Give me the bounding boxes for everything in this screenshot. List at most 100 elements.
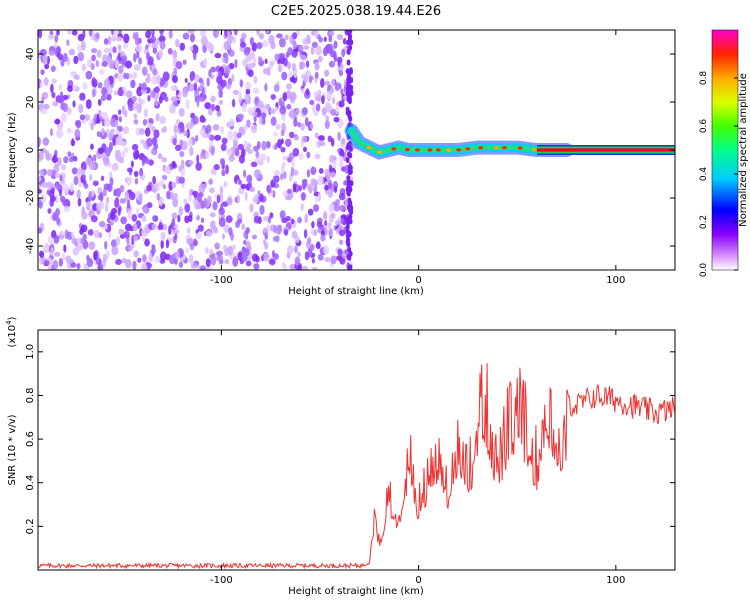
noise-speckle: [253, 215, 260, 224]
noise-speckle: [38, 137, 41, 147]
noise-speckle: [97, 147, 104, 155]
noise-speckle: [226, 197, 233, 206]
noise-speckle: [327, 135, 333, 143]
noise-speckle: [251, 111, 258, 118]
noise-speckle: [81, 174, 86, 180]
noise-speckle: [45, 150, 50, 160]
noise-speckle: [184, 77, 188, 84]
noise-speckle: [316, 241, 321, 250]
noise-speckle: [309, 122, 314, 130]
noise-speckle: [167, 47, 173, 55]
noise-speckle: [168, 225, 172, 235]
noise-speckle: [245, 240, 251, 251]
noise-speckle: [183, 198, 188, 205]
noise-edge-speckle: [345, 233, 350, 240]
noise-speckle: [329, 86, 335, 94]
noise-speckle: [54, 251, 61, 257]
noise-speckle: [226, 122, 230, 128]
noise-speckle: [54, 47, 59, 57]
noise-speckle: [237, 113, 245, 119]
noise-speckle: [44, 260, 50, 266]
noise-speckle: [286, 61, 292, 70]
noise-speckle: [133, 235, 139, 242]
noise-speckle: [316, 221, 323, 228]
noise-speckle: [301, 107, 308, 116]
noise-speckle: [177, 214, 181, 223]
noise-speckle: [89, 174, 93, 181]
noise-speckle: [118, 65, 124, 75]
noise-speckle: [49, 198, 54, 207]
noise-speckle: [186, 128, 190, 139]
noise-speckle: [158, 180, 165, 187]
noise-edge-speckle: [346, 151, 351, 158]
noise-speckle: [313, 204, 320, 212]
noise-speckle: [286, 103, 292, 110]
noise-speckle: [250, 161, 258, 168]
noise-speckle: [265, 103, 271, 110]
noise-speckle: [252, 234, 258, 240]
noise-speckle: [159, 40, 166, 50]
noise-speckle: [336, 255, 342, 261]
noise-speckle: [174, 144, 182, 152]
noise-speckle: [133, 113, 138, 119]
noise-speckle: [155, 74, 161, 84]
noise-speckle: [297, 216, 302, 224]
noise-speckle: [329, 155, 334, 163]
noise-speckle: [108, 132, 113, 142]
noise-speckle: [199, 128, 205, 136]
noise-speckle: [125, 90, 133, 99]
noise-speckle: [101, 127, 105, 136]
noise-speckle: [340, 88, 344, 96]
noise-speckle: [54, 194, 59, 204]
noise-speckle: [244, 191, 248, 202]
noise-speckle: [228, 227, 233, 236]
noise-edge-speckle: [346, 174, 351, 181]
noise-speckle: [188, 214, 193, 222]
bottom-y-unit: (x104): [5, 316, 18, 347]
noise-speckle: [54, 34, 59, 43]
noise-speckle: [207, 195, 212, 205]
noise-speckle: [328, 164, 333, 173]
noise-speckle: [185, 99, 190, 110]
noise-speckle: [221, 233, 226, 240]
noise-speckle: [259, 193, 264, 202]
noise-speckle: [334, 186, 338, 194]
noise-speckle: [73, 176, 79, 186]
noise-speckle: [299, 61, 306, 70]
noise-speckle: [119, 184, 125, 193]
noise-speckle: [267, 215, 272, 224]
noise-speckle: [205, 230, 212, 237]
noise-speckle: [57, 95, 65, 104]
noise-speckle: [128, 246, 133, 252]
noise-speckle: [147, 95, 151, 102]
noise-speckle: [91, 189, 95, 198]
noise-speckle: [294, 135, 300, 141]
noise-speckle: [269, 108, 277, 114]
noise-speckle: [318, 168, 324, 174]
noise-speckle: [159, 30, 165, 34]
top-y-tick-label: -40: [25, 238, 36, 254]
noise-speckle: [67, 85, 74, 92]
colorbar-tick-label: 0.4: [699, 167, 709, 182]
noise-speckle: [175, 251, 180, 260]
noise-speckle: [178, 176, 185, 184]
noise-speckle: [172, 49, 178, 60]
top-x-tick-label: 0: [415, 275, 421, 286]
noise-speckle: [153, 143, 159, 150]
noise-speckle: [108, 35, 112, 45]
signal-hotspot: [404, 148, 410, 152]
noise-speckle: [216, 84, 222, 90]
noise-speckle: [324, 69, 330, 77]
noise-speckle: [326, 103, 332, 113]
colorbar-tick-label: 0.2: [699, 215, 709, 229]
noise-speckle: [275, 123, 281, 130]
noise-speckle: [332, 96, 336, 105]
noise-speckle: [218, 217, 226, 228]
snr-series-line: [38, 363, 675, 570]
noise-speckle: [70, 262, 77, 268]
noise-speckle: [192, 50, 197, 61]
noise-speckle: [256, 30, 261, 36]
noise-speckle: [297, 251, 301, 258]
top-y-tick-label: 0: [25, 147, 36, 153]
noise-speckle: [234, 58, 238, 69]
